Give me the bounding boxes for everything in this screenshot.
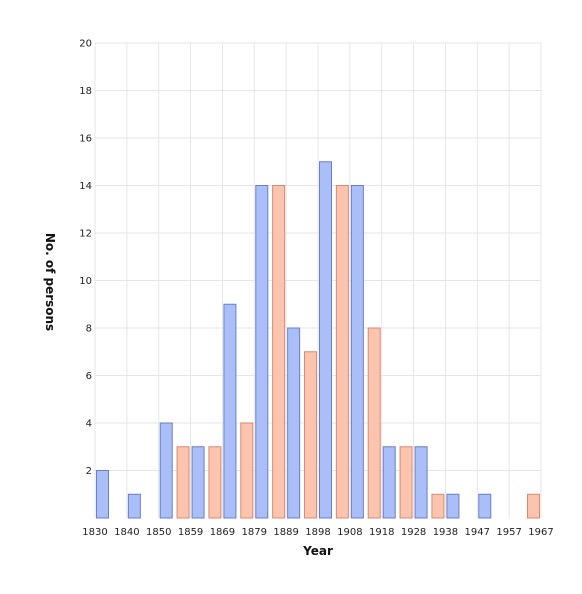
bar-series-1 — [96, 470, 109, 519]
x-tick-label: 1947 — [465, 527, 490, 538]
x-tick-label: 1850 — [146, 527, 171, 538]
x-tick-label: 1859 — [178, 527, 203, 538]
x-tick-label: 1967 — [528, 527, 553, 538]
x-tick-labels: 1830 1840 1850 1859 1869 1879 1889 1898 1908 1918… — [82, 527, 553, 538]
y-tick-label: 8 — [86, 324, 92, 335]
x-tick-label: 1918 — [369, 527, 394, 538]
bar-series-2 — [272, 185, 286, 519]
x-tick-label: 1898 — [305, 527, 330, 538]
bar-series-1 — [287, 327, 301, 519]
y-tick-label: 16 — [79, 134, 92, 145]
x-tick-label: 1840 — [114, 527, 139, 538]
y-tick-label: 12 — [79, 229, 92, 240]
x-tick-label: 1889 — [273, 527, 298, 538]
bar-series-1 — [446, 493, 460, 519]
bar-series-2 — [431, 493, 445, 519]
bar-series-2 — [304, 351, 317, 519]
y-tick-label: 6 — [86, 371, 92, 382]
bar-series-1 — [414, 446, 428, 519]
bar-series-1 — [382, 446, 396, 519]
bar-series-1 — [319, 161, 332, 519]
bar-series-1 — [350, 185, 364, 519]
bar-series-2 — [527, 493, 540, 519]
y-tick-label: 10 — [79, 276, 92, 287]
x-axis-title: Year — [302, 544, 333, 558]
y-tick-label: 2 — [86, 466, 92, 477]
x-tick-label: 1908 — [337, 527, 362, 538]
bar-series-1 — [191, 446, 205, 519]
y-tick-label: 14 — [79, 181, 92, 192]
bar-series-2 — [240, 422, 254, 519]
bar-series-1 — [255, 185, 269, 519]
y-tick-label: 18 — [79, 86, 92, 97]
bar-series-2 — [176, 446, 190, 519]
bar-series-2 — [367, 327, 381, 519]
x-tick-label: 1869 — [210, 527, 235, 538]
bar-series-1 — [223, 303, 237, 519]
x-tick-label: 1830 — [82, 527, 107, 538]
bars — [96, 161, 540, 519]
bar-series-2 — [399, 446, 413, 519]
grid — [94, 42, 542, 518]
x-tick-label: 1928 — [401, 527, 426, 538]
y-tick-labels: 2 4 6 8 10 12 14 16 18 20 — [79, 39, 92, 478]
y-axis-title: No. of persons — [43, 233, 57, 331]
bar-series-2 — [335, 185, 349, 519]
x-tick-label: 1957 — [496, 527, 521, 538]
x-tick-label: 1938 — [433, 527, 458, 538]
y-tick-label: 4 — [86, 419, 92, 430]
bar-series-1 — [159, 422, 173, 519]
y-tick-label: 20 — [79, 39, 92, 50]
x-tick-label: 1879 — [242, 527, 267, 538]
bar-series-1 — [478, 493, 492, 519]
bar-series-2 — [208, 446, 222, 519]
bar-series-1 — [127, 493, 141, 519]
